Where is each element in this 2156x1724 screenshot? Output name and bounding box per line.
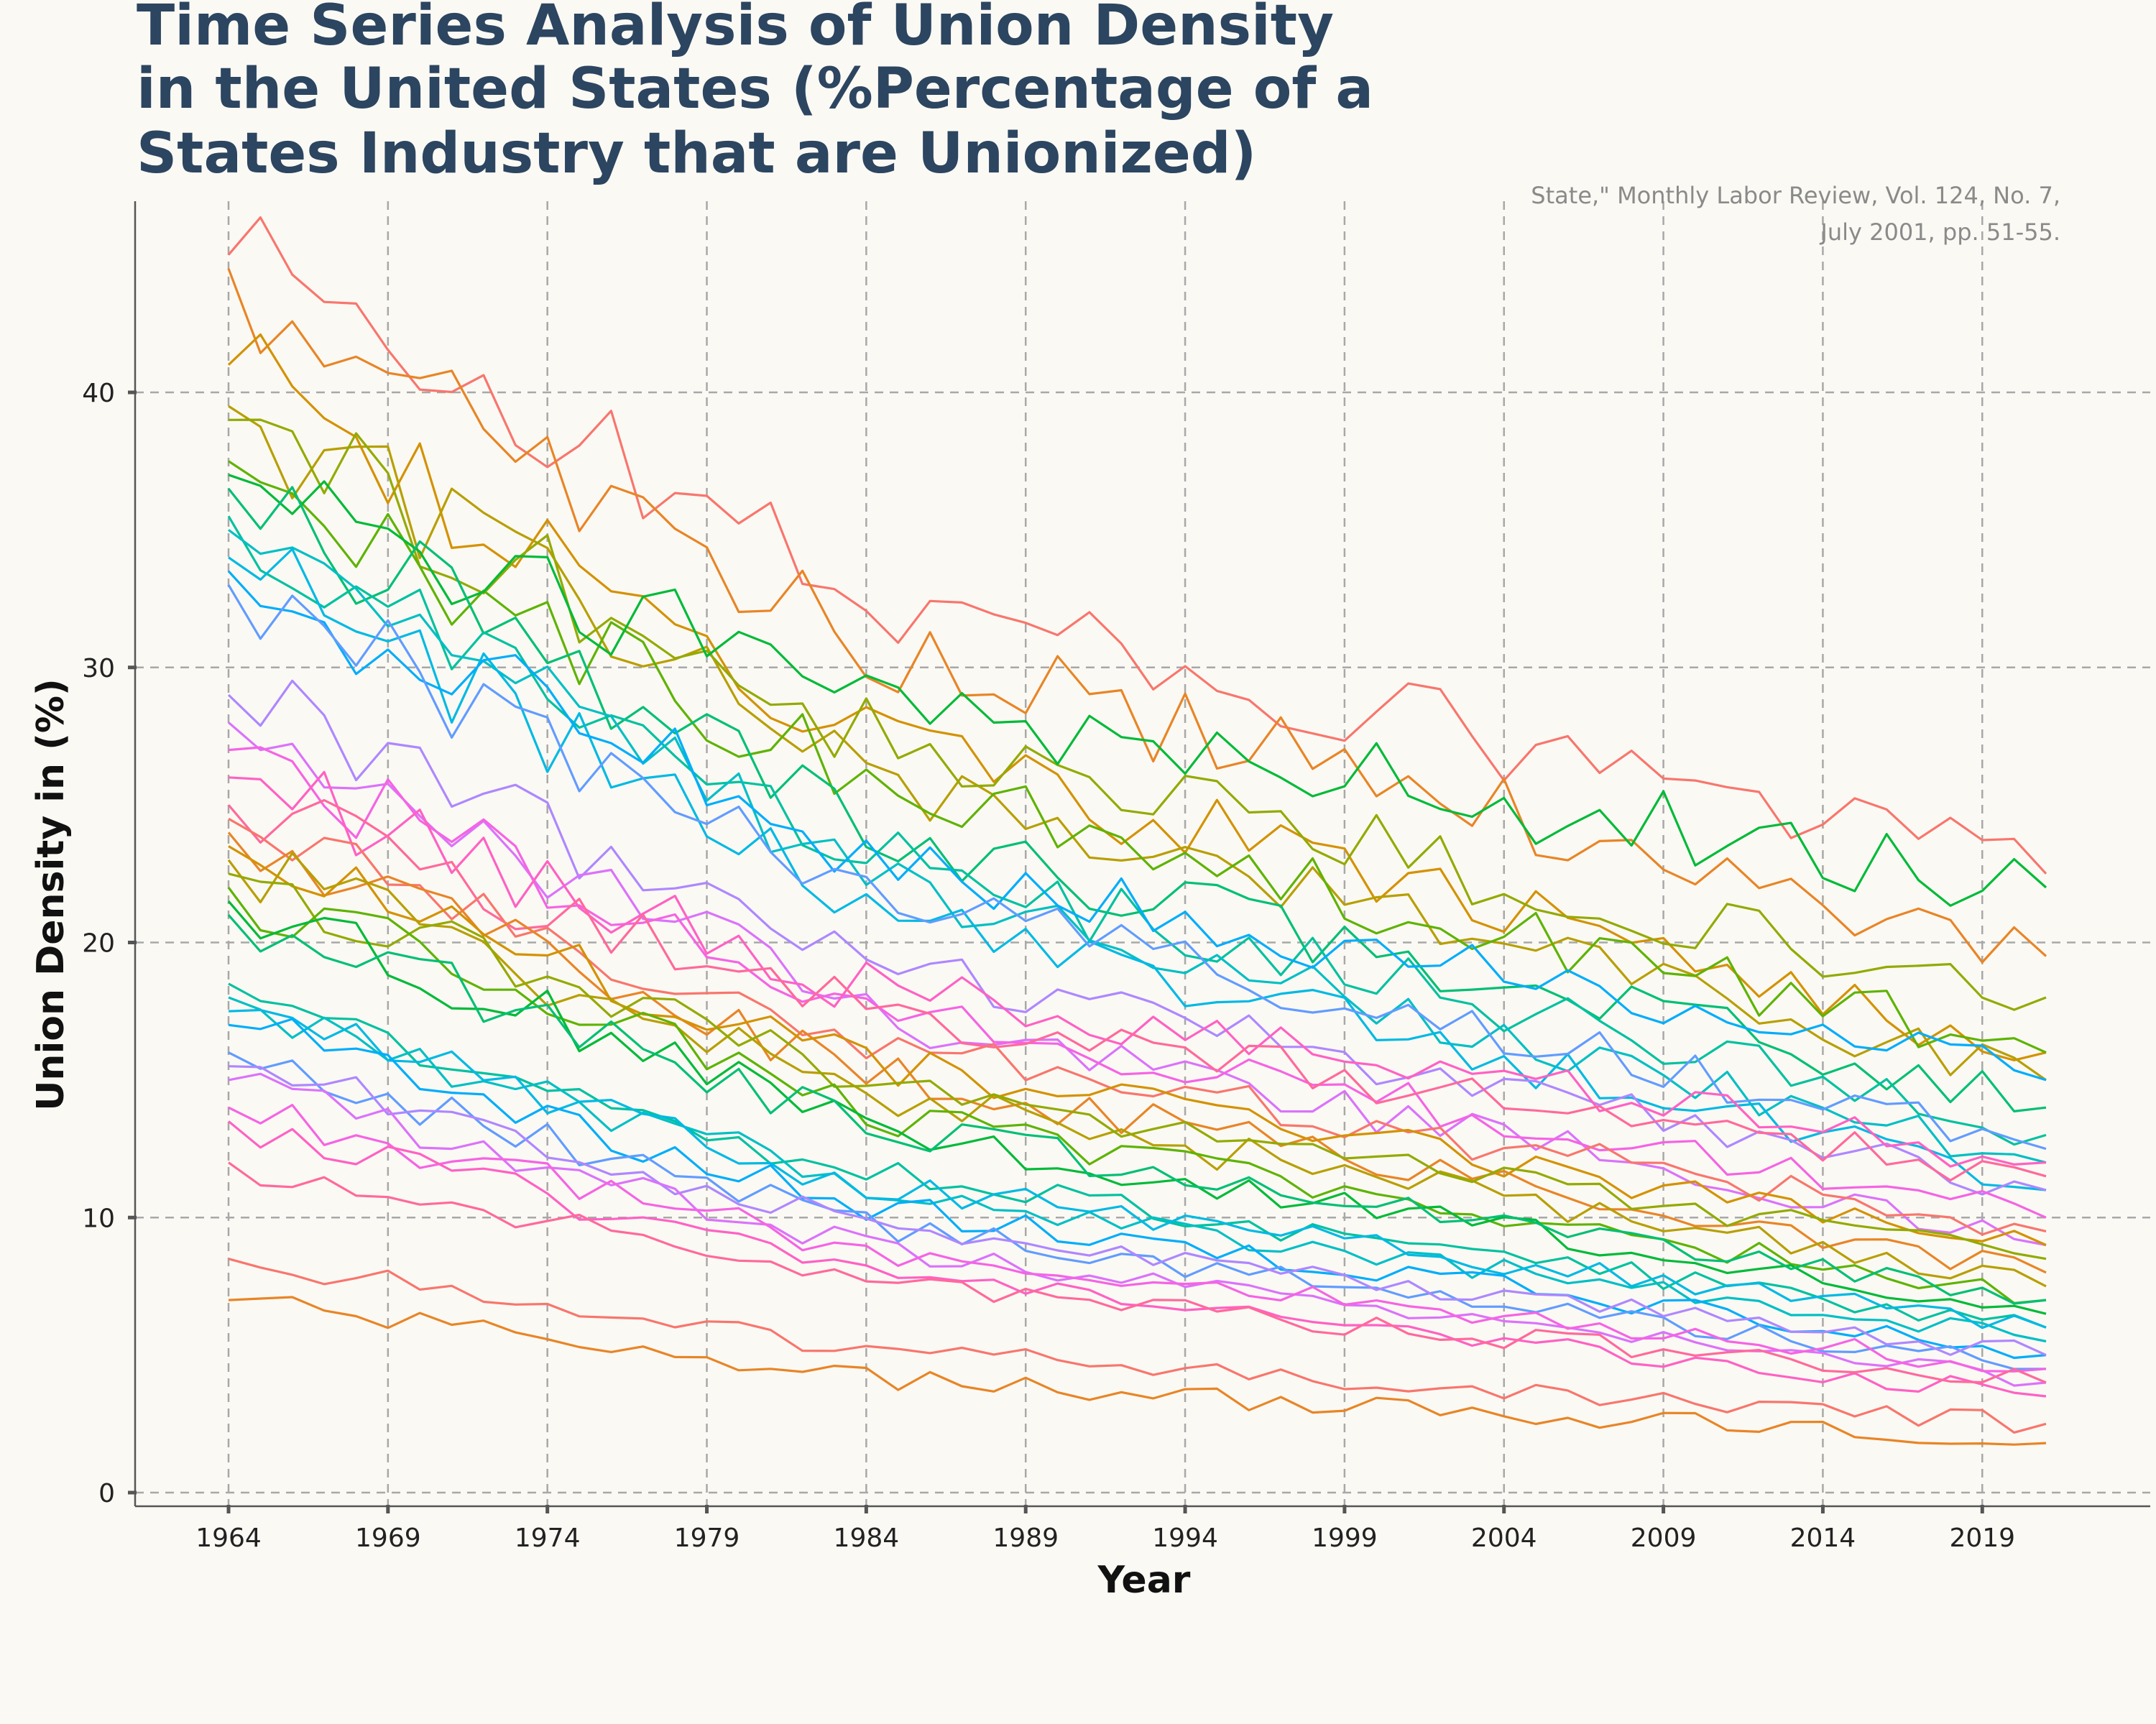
y-tick-label: 40 (82, 379, 115, 408)
y-axis-title: Union Density in (%) (29, 678, 73, 1111)
y-axis-ticks: 0 10 20 30 40 (82, 379, 137, 1508)
series-line (227, 515, 2047, 1146)
series-line (227, 852, 2047, 1288)
series-line (227, 831, 2047, 1274)
series-line (228, 548, 2047, 1191)
series-line (228, 817, 2047, 1236)
x-tick-label: 1994 (1152, 1524, 1218, 1553)
x-axis-title: Year (1097, 1559, 1191, 1602)
series-line (228, 460, 2047, 1054)
y-tick-label: 10 (82, 1204, 115, 1233)
chart-title-line-3: States Industry that are Unionized) (137, 121, 1256, 186)
series-line (227, 914, 2047, 1305)
x-tick-label: 1989 (992, 1524, 1059, 1553)
chart-title: Time Series Analysis of Union Density in… (137, 0, 1373, 186)
y-tick-label: 30 (82, 654, 115, 683)
x-tick-label: 1999 (1312, 1524, 1378, 1553)
y-tick-label: 0 (98, 1479, 115, 1508)
x-gridlines (227, 201, 1984, 1506)
x-tick-label: 2004 (1471, 1524, 1537, 1553)
x-tick-label: 2009 (1631, 1524, 1697, 1553)
x-tick-label: 2019 (1949, 1524, 2015, 1553)
series-line (227, 584, 2047, 1151)
x-tick-label: 1964 (195, 1524, 262, 1553)
series-line (228, 1103, 2047, 1373)
series-line (228, 746, 2047, 1219)
series-line (228, 1258, 2047, 1434)
series-line (228, 1018, 2047, 1360)
chart-title-line-2: in the United States (%Percentage of a (137, 57, 1373, 121)
series-lines (227, 216, 2047, 1446)
series-line (228, 418, 2047, 1011)
caption-line-2: July 2001, pp. 51-55. (1819, 218, 2060, 246)
x-tick-label: 1984 (834, 1524, 900, 1553)
x-tick-label: 2014 (1790, 1524, 1856, 1553)
x-tick-label: 1969 (355, 1524, 421, 1553)
x-tick-label: 1979 (674, 1524, 740, 1553)
series-line (227, 900, 2047, 1315)
series-line (228, 1161, 2047, 1384)
series-line (228, 845, 2047, 1246)
series-line (228, 474, 2047, 907)
series-line (227, 679, 2047, 1196)
series-line (228, 872, 2047, 1260)
series-line (228, 1065, 2047, 1357)
series-line (227, 798, 2047, 1182)
series-line (227, 216, 2047, 875)
y-tick-label: 20 (82, 929, 115, 959)
x-axis-ticks: 1964 1969 1974 1979 1984 1989 1994 1999 2004 2009… (195, 1505, 2015, 1553)
series-line (228, 1296, 2047, 1446)
series-line (228, 996, 2047, 1343)
series-line (227, 486, 2047, 1113)
series-line (227, 570, 2047, 1082)
caption-line-1: State," Monthly Labor Review, Vol. 124, … (1531, 182, 2060, 209)
series-line (227, 268, 2047, 964)
series-line (228, 770, 2047, 1168)
series-line (228, 405, 2047, 1082)
source-caption: State," Monthly Labor Review, Vol. 124, … (1531, 182, 2060, 246)
chart-title-line-1: Time Series Analysis of Union Density (137, 0, 1334, 58)
x-tick-label: 1974 (515, 1524, 581, 1553)
series-line (227, 333, 2047, 1061)
series-line (228, 1008, 2047, 1329)
series-line (228, 529, 2047, 1164)
